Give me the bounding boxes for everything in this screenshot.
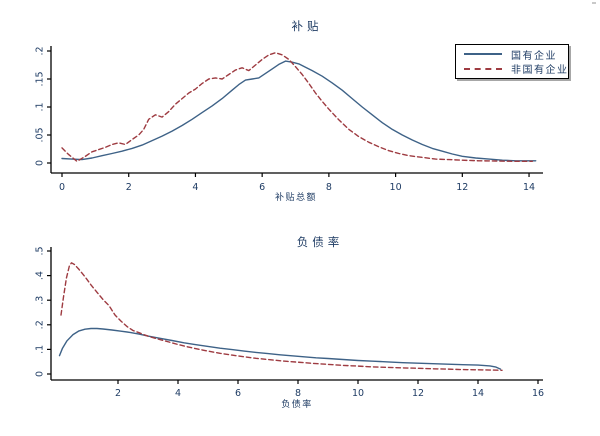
y-tick-label: .2 [35,46,46,55]
y-tick-label: .05 [35,127,46,142]
x-tick-label: 4 [175,388,181,399]
x-tick-label: 8 [326,182,332,193]
x-tick-label: 6 [235,388,241,399]
x-tick-label: 4 [192,182,198,193]
y-tick-label: .15 [35,71,46,86]
x-tick-label: 6 [259,182,265,193]
x-tick-label: 14 [472,388,484,399]
bottom-chart-xaxis-label: 负债率 [281,400,313,410]
y-tick-label: .3 [35,296,46,305]
x-tick-label: 0 [59,182,65,193]
density-curve-soe [61,60,537,162]
legend-entry-non-soe: 非国有企业 [460,62,567,76]
bottom-chart-title: 负债率 [296,235,344,249]
density-curve-soe [58,327,502,370]
x-tick-label: 2 [126,182,132,193]
dashed-line-swatch [464,67,502,70]
legend-label-non-soe: 非国有企业 [511,65,569,77]
x-tick-label: 2 [115,388,121,399]
scanning-artifact-speck [592,2,596,4]
x-tick-label: 14 [523,182,535,193]
x-tick-label: 12 [456,182,468,193]
x-tick-label: 12 [412,388,424,399]
y-tick-label: .1 [35,345,46,354]
x-tick-label: 16 [532,388,544,399]
y-tick-label: .1 [35,102,46,111]
y-tick-label: 0 [35,160,46,166]
x-tick-label: 8 [295,388,301,399]
legend-label-soe: 国有企业 [511,50,557,62]
legend-entry-soe: 国有企业 [460,47,564,62]
x-tick-label: 10 [352,388,364,399]
top-chart-title: 补贴 [291,19,323,33]
legend-box: 国有企业 非国有企业 [455,44,569,79]
y-tick-label: 0 [35,371,46,377]
density-curve-non-soe [60,262,503,371]
top-chart-xaxis-label: 补贴总额 [274,193,318,203]
x-tick-label: 10 [390,182,402,193]
y-tick-label: .2 [35,320,46,329]
density-curve-non-soe [61,52,534,163]
y-tick-label: .4 [35,271,46,280]
solid-line-swatch [464,53,502,56]
y-tick-label: .5 [35,246,46,255]
